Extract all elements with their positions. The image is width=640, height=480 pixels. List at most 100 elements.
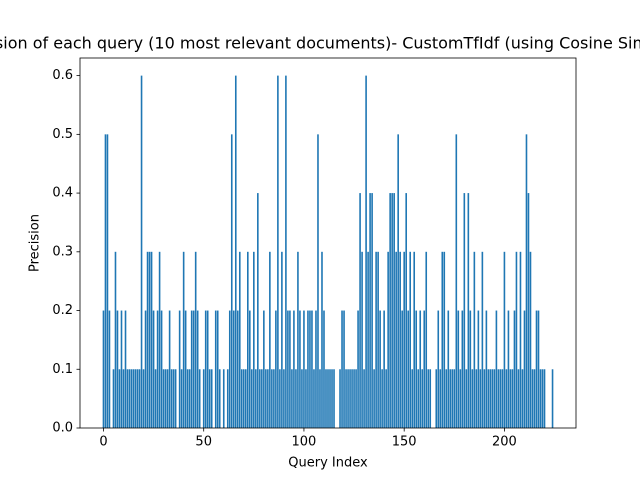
bar [289,310,291,428]
bar [154,369,157,428]
bar [196,310,199,428]
bar [180,369,183,428]
bar [437,310,440,428]
bar [214,310,217,428]
bar [529,251,532,428]
bar [240,369,243,428]
bar [347,369,349,428]
bar [477,310,480,428]
bar [206,310,209,428]
bar [511,369,514,428]
bar [333,369,335,428]
bar [232,310,235,428]
y-tick-label: 0.5 [52,127,73,142]
bar [361,251,363,428]
bar [415,310,418,428]
bar [210,369,213,428]
bar [198,369,201,428]
bar [413,251,416,428]
bar [226,369,229,428]
y-tick-label: 0.3 [52,244,73,259]
bar [447,310,450,428]
bar [365,75,367,428]
bar [381,369,383,428]
bar [403,251,405,428]
bar [423,310,426,428]
bar [128,369,131,428]
bar [150,251,153,428]
bar [307,310,309,428]
y-tick-label: 0.6 [52,68,73,83]
bar [283,369,285,428]
bar [363,369,365,428]
bar [393,193,395,428]
bar [389,193,391,428]
bar [228,310,231,428]
x-tick-label: 0 [99,435,107,450]
bar [451,369,454,428]
bar [273,369,275,428]
bar [491,369,494,428]
bar [295,369,297,428]
bar [301,369,303,428]
bar [461,310,464,428]
axes-frame [79,57,577,429]
bar [275,310,277,428]
bar [297,251,299,428]
bar [184,310,187,428]
bar [355,369,357,428]
bar [144,310,147,428]
bar [194,251,197,428]
y-tick-label: 0.0 [52,421,73,436]
bar [327,369,329,428]
bar [136,369,139,428]
bar [126,369,129,428]
bar [247,251,249,428]
bar [345,369,347,428]
bar [158,251,161,428]
bar [285,75,287,428]
bar [222,369,225,428]
bar [299,310,301,428]
bar [242,369,245,428]
bar [397,134,399,428]
bar [102,310,105,428]
bar [513,310,516,428]
bar [445,369,448,428]
bar [459,369,462,428]
bar [170,369,173,428]
bar [483,369,486,428]
bar [419,310,422,428]
bar [353,369,355,428]
bar [375,251,377,428]
bar [371,193,373,428]
bar [383,310,385,428]
bar [421,369,424,428]
bar [108,310,111,428]
bar [493,369,496,428]
bar [178,310,181,428]
bar [120,310,123,428]
bar [208,369,211,428]
bar [138,369,141,428]
y-axis-label: Precision [28,214,43,272]
y-tick-label: 0.4 [52,186,73,201]
bar [499,369,502,428]
bar [238,251,241,428]
bar [427,369,430,428]
bar [271,369,273,428]
bar [118,369,121,428]
bar [377,251,379,428]
x-tick-label: 150 [392,435,417,450]
bar [124,310,127,428]
bar [449,369,452,428]
bar [357,310,359,428]
bar [349,369,351,428]
bar [204,310,207,428]
bar [132,369,135,428]
bar [142,369,145,428]
bar [523,310,526,428]
bar [104,134,107,428]
bar [411,369,414,428]
